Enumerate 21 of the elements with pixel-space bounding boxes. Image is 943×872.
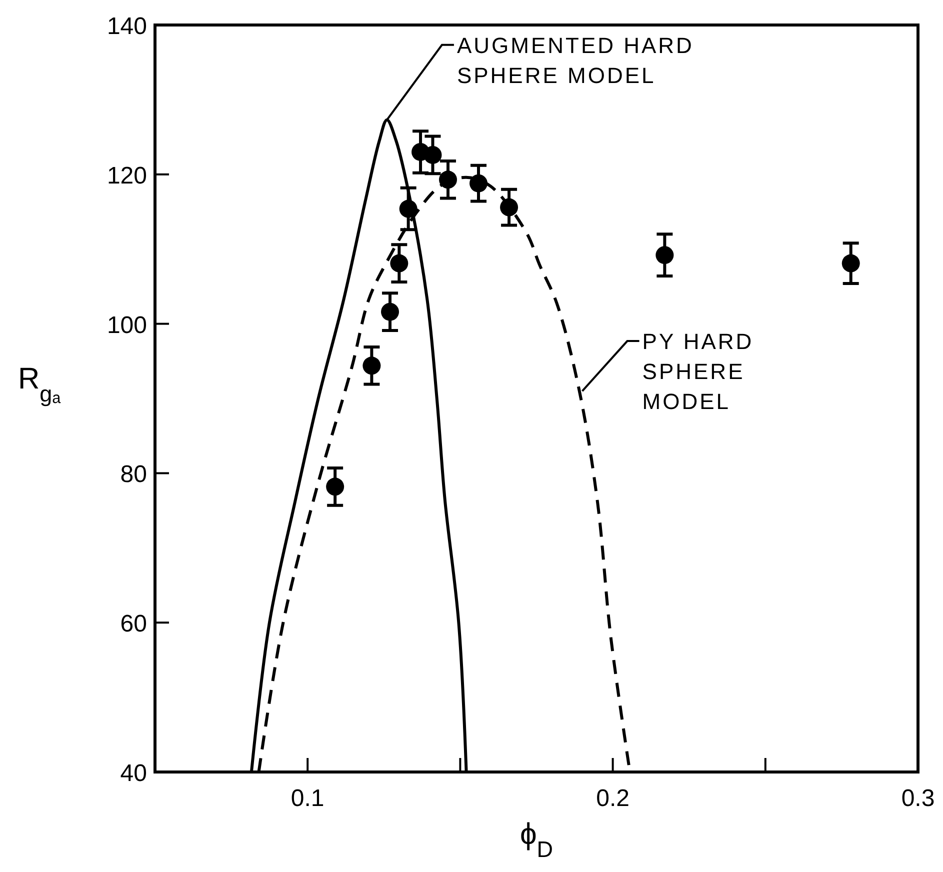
point	[424, 146, 442, 164]
point	[470, 174, 488, 192]
x-axis-title: ϕ$_{D}$	[520, 818, 554, 862]
point	[381, 302, 400, 321]
y-tick-label: 100	[106, 312, 147, 339]
x-tick-label: 0.2	[596, 785, 630, 812]
y-tick-label: 60	[120, 610, 147, 638]
y-tick-label: 140	[106, 13, 147, 40]
y-tick-label: 120	[106, 162, 147, 190]
point	[656, 246, 674, 264]
x-tick-label: 0.3	[901, 785, 935, 812]
annotation: PY HARD SPHERE MODEL	[642, 329, 754, 414]
y-axis-title: R$_{gₐ}$	[18, 362, 62, 406]
annotation: AUGMENTED HARD SPHERE MODEL	[456, 32, 694, 88]
point	[326, 478, 344, 496]
point	[390, 254, 408, 272]
x-tick-label: 0.1	[290, 785, 324, 812]
point	[362, 356, 381, 375]
point	[842, 254, 860, 272]
y-tick-label: 40	[120, 760, 147, 787]
y-tick-label: 80	[120, 461, 147, 488]
